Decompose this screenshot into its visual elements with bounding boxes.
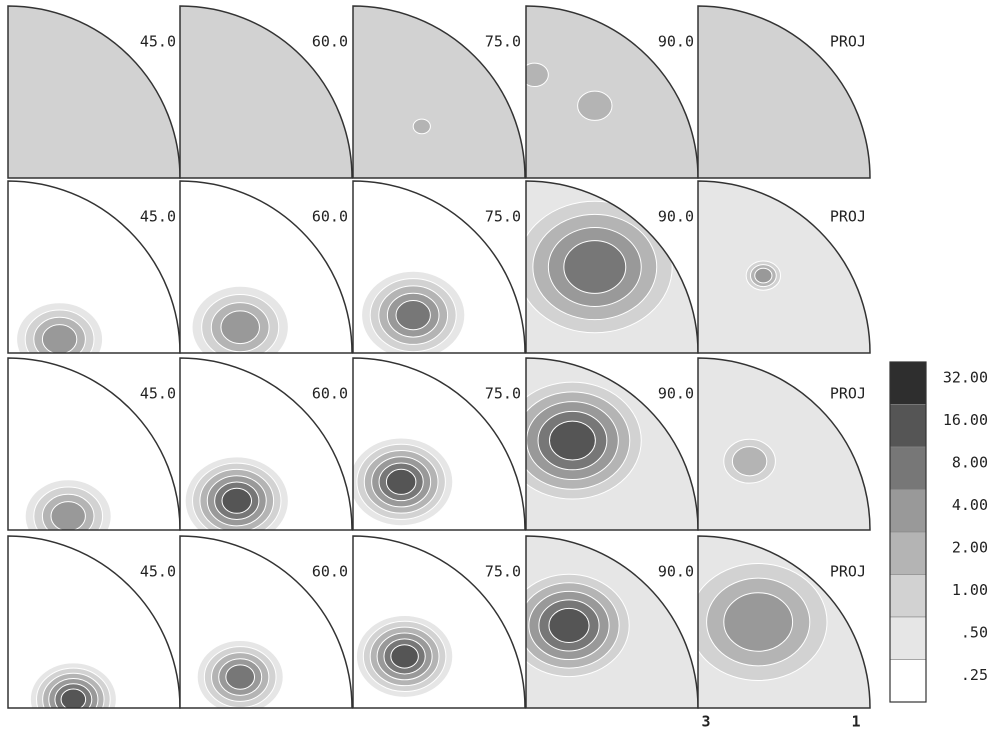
panel-label: PROJ	[830, 33, 866, 51]
panel-label: PROJ	[830, 563, 866, 581]
panel-outline	[7, 180, 181, 354]
contour	[390, 644, 419, 669]
legend-label: 1.00	[952, 581, 988, 599]
panel-outline	[525, 535, 699, 709]
contour	[385, 468, 417, 495]
legend-label: 4.00	[952, 496, 988, 514]
panel-label: 45.0	[140, 33, 176, 51]
panel	[526, 6, 698, 178]
panel-outline	[179, 357, 353, 531]
panel-outline	[352, 5, 526, 179]
panel-outline	[525, 5, 699, 179]
legend-swatch	[889, 659, 927, 703]
panel-outline	[525, 180, 699, 354]
panel	[180, 358, 352, 530]
panel-label: 90.0	[658, 385, 694, 403]
panel	[353, 358, 525, 530]
panel-outline	[525, 357, 699, 531]
panel-outline	[179, 535, 353, 709]
contour	[41, 324, 78, 353]
panel	[526, 536, 698, 708]
legend-label: 32.00	[943, 369, 988, 387]
contour	[549, 420, 596, 461]
contour	[723, 592, 794, 652]
panel-outline	[352, 535, 526, 709]
contour	[563, 240, 627, 294]
panel-outline	[697, 180, 871, 354]
panel-outline	[7, 535, 181, 709]
legend-swatch	[889, 446, 927, 490]
panel-label: 60.0	[312, 208, 348, 226]
axis-label: 3	[701, 713, 710, 731]
legend-swatch	[889, 361, 927, 405]
legend-label: .50	[961, 624, 988, 642]
axis-label: 1	[851, 713, 860, 731]
panel-label: 90.0	[658, 33, 694, 51]
panel	[698, 358, 870, 530]
panel-outline	[697, 535, 871, 709]
panel-label: 45.0	[140, 563, 176, 581]
legend-frame	[889, 361, 927, 703]
panel-label: 75.0	[485, 33, 521, 51]
panel-outline	[352, 180, 526, 354]
contour	[395, 300, 431, 331]
panel-label: 90.0	[658, 563, 694, 581]
panel	[180, 536, 352, 708]
legend-swatch	[889, 404, 927, 448]
panel	[8, 536, 180, 708]
contour	[50, 501, 86, 530]
panel	[180, 181, 352, 353]
panel-label: 45.0	[140, 208, 176, 226]
contour	[412, 118, 431, 135]
panel-outline	[179, 180, 353, 354]
panel-label: 75.0	[485, 563, 521, 581]
contour	[220, 310, 260, 345]
panel-label: 75.0	[485, 385, 521, 403]
contour	[60, 688, 87, 708]
panel-label: 90.0	[658, 208, 694, 226]
panel-outline	[7, 357, 181, 531]
legend-label: 2.00	[952, 539, 988, 557]
contour	[526, 62, 549, 87]
panel-outline	[697, 5, 871, 179]
panel-outline	[352, 357, 526, 531]
panel-label: 75.0	[485, 208, 521, 226]
panel-label: PROJ	[830, 208, 866, 226]
panel-label: 60.0	[312, 385, 348, 403]
legend-label: 16.00	[943, 411, 988, 429]
panel-label: 45.0	[140, 385, 176, 403]
panel-label: PROJ	[830, 385, 866, 403]
panel	[526, 358, 698, 530]
contour	[754, 267, 773, 284]
legend-label: .25	[961, 666, 988, 684]
legend-swatch	[889, 574, 927, 618]
panel-outline	[697, 357, 871, 531]
contour	[225, 664, 256, 690]
panel-outline	[7, 5, 181, 179]
panel-outline	[179, 5, 353, 179]
contour	[548, 607, 590, 643]
legend-label: 8.00	[952, 454, 988, 472]
legend-swatch	[889, 531, 927, 575]
contour	[577, 90, 613, 121]
panel-label: 60.0	[312, 33, 348, 51]
legend-swatch	[889, 616, 927, 660]
panel-label: 60.0	[312, 563, 348, 581]
contour	[221, 487, 253, 514]
legend-swatch	[889, 489, 927, 533]
contour	[731, 446, 768, 477]
